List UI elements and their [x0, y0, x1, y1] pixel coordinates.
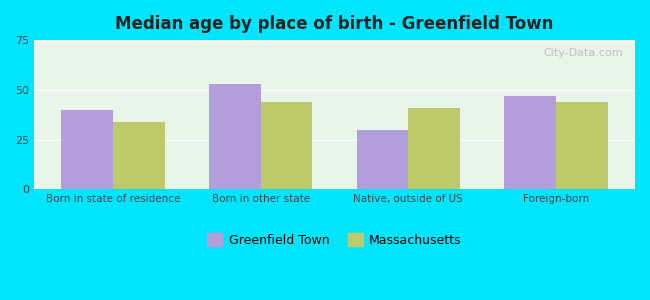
Text: City-Data.com: City-Data.com: [543, 48, 623, 58]
Bar: [261, 102, 313, 189]
Bar: [357, 130, 408, 189]
Bar: [113, 122, 164, 189]
Bar: [61, 110, 113, 189]
Legend: Greenfield Town, Massachusetts: Greenfield Town, Massachusetts: [202, 228, 467, 252]
Bar: [209, 84, 261, 189]
Bar: [504, 96, 556, 189]
Bar: [556, 102, 608, 189]
Bar: [408, 108, 460, 189]
Title: Median age by place of birth - Greenfield Town: Median age by place of birth - Greenfiel…: [115, 15, 554, 33]
